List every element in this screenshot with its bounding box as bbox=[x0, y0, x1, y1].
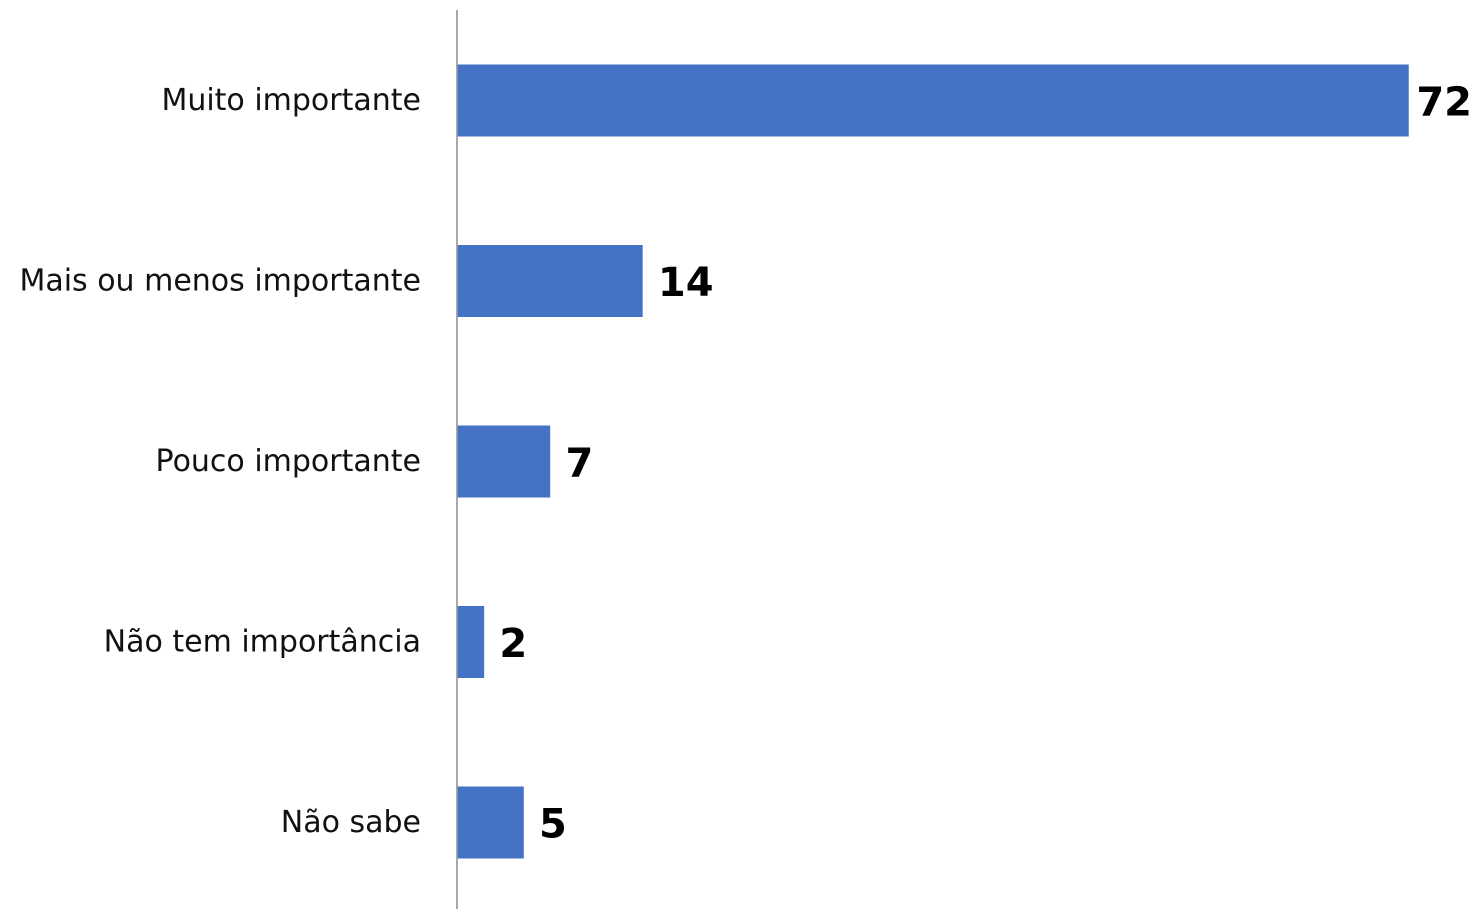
value-label-4: 5 bbox=[539, 802, 567, 848]
category-label-0: Muito importante bbox=[161, 83, 421, 118]
bar-0 bbox=[457, 64, 1409, 137]
value-label-0: 72 bbox=[1416, 80, 1472, 126]
value-label-1: 14 bbox=[658, 260, 714, 306]
bars-group bbox=[457, 64, 1409, 859]
value-label-2: 7 bbox=[565, 441, 593, 487]
category-label-4: Não sabe bbox=[281, 805, 421, 840]
category-label-2: Pouco importante bbox=[156, 444, 421, 479]
bar-1 bbox=[457, 245, 643, 317]
category-label-1: Mais ou menos importante bbox=[19, 264, 421, 299]
value-label-3: 2 bbox=[499, 621, 527, 667]
bar-2 bbox=[457, 425, 551, 498]
bar-4 bbox=[457, 786, 524, 859]
bar-3 bbox=[457, 606, 485, 678]
category-label-3: Não tem importância bbox=[104, 625, 421, 660]
